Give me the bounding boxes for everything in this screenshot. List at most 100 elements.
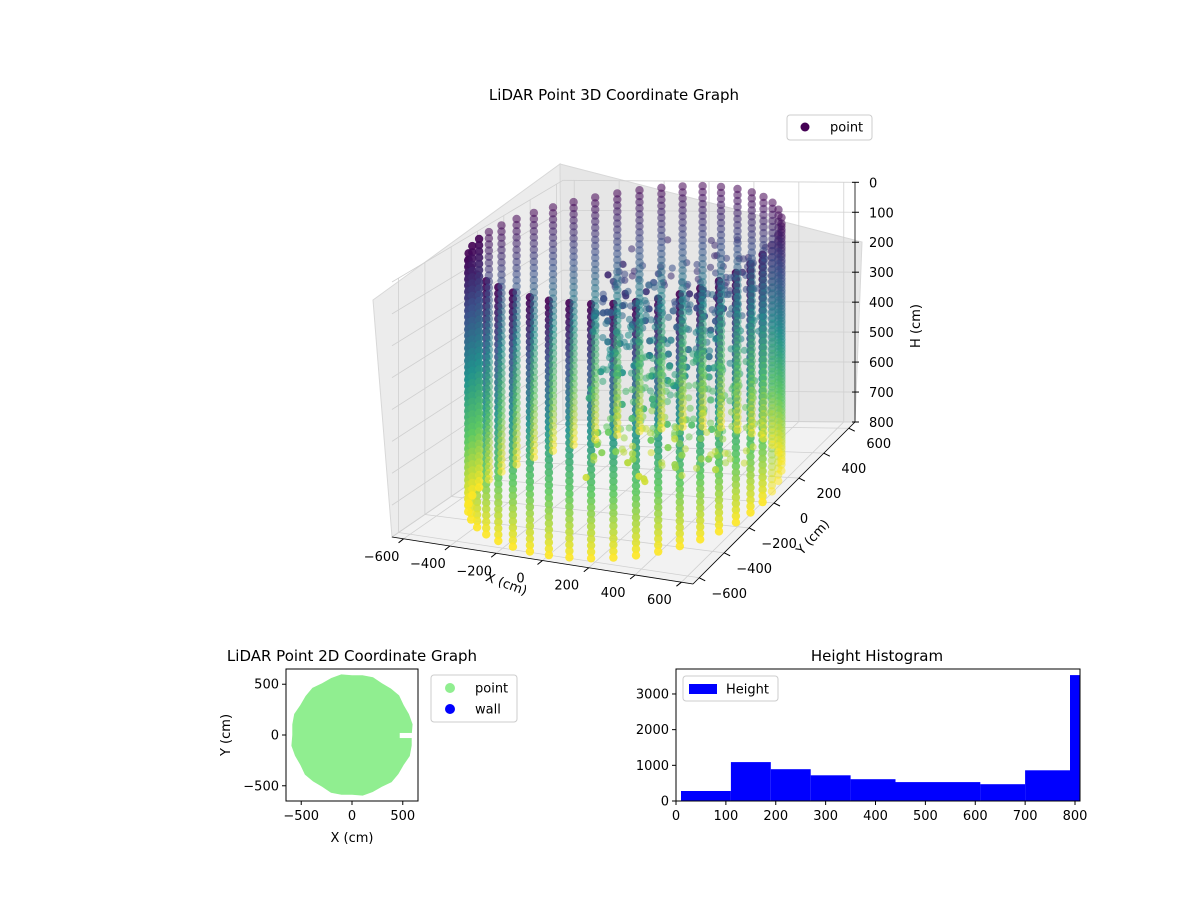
data-point: [548, 330, 558, 340]
data-point: [631, 538, 641, 547]
data-point: [716, 242, 726, 252]
data-point: [733, 419, 742, 428]
data-point: [678, 471, 686, 480]
data-point: [654, 490, 663, 499]
data-point: [529, 337, 539, 346]
data-point: [678, 236, 687, 245]
data-point: [548, 440, 558, 449]
data-point: [497, 406, 506, 415]
x-tick-label-hist: 700: [1013, 809, 1038, 824]
data-point: [635, 396, 644, 406]
data-point: [759, 241, 768, 250]
data-point: [565, 515, 574, 524]
data-point: [768, 295, 777, 304]
data-point: [657, 249, 666, 259]
x-tick-3d: [398, 538, 404, 544]
data-point: [716, 314, 726, 324]
data-point: [747, 350, 756, 360]
data-point: [565, 540, 574, 549]
data-point: [678, 356, 687, 365]
data-point: [759, 210, 768, 220]
data-point: [758, 442, 767, 451]
data-point: [727, 345, 735, 353]
data-point: [609, 509, 618, 518]
data-point: [759, 361, 768, 371]
data-point: [591, 217, 600, 226]
data-point: [591, 374, 600, 384]
data-point: [474, 253, 484, 262]
data-point: [586, 541, 596, 550]
data-point: [768, 283, 777, 292]
data-point: [548, 324, 558, 334]
legend-3d-marker: [800, 122, 810, 132]
data-point: [650, 401, 658, 409]
data-point: [676, 440, 684, 448]
data-point: [696, 529, 705, 538]
data-point: [678, 362, 687, 371]
data-point: [613, 412, 622, 421]
data-point: [733, 359, 742, 368]
data-point: [512, 411, 521, 420]
data-point: [529, 349, 539, 358]
data-point: [484, 469, 494, 478]
data-point: [548, 367, 558, 376]
data-point: [657, 213, 666, 223]
data-point: [675, 479, 684, 488]
data-point: [759, 385, 768, 395]
data-point: [768, 349, 777, 359]
data-point: [733, 311, 742, 320]
data-point: [642, 312, 650, 320]
data-point: [548, 312, 558, 321]
data-point: [657, 424, 666, 433]
data-point: [586, 554, 596, 563]
data-point: [569, 337, 578, 346]
data-point: [657, 261, 666, 271]
data-point: [631, 481, 641, 490]
data-point: [747, 290, 756, 299]
data-point: [698, 193, 707, 203]
data-point: [620, 338, 628, 346]
data-point: [768, 416, 777, 425]
data-point: [613, 201, 622, 210]
histogram-bar: [895, 782, 981, 801]
data-point: [733, 238, 742, 248]
y-tick-label-3d: −200: [761, 537, 797, 552]
data-point: [512, 454, 521, 463]
data-point: [497, 393, 506, 402]
data-point: [671, 371, 679, 379]
data-point: [468, 285, 477, 294]
data-point: [512, 423, 521, 432]
data-point: [635, 312, 644, 321]
data-point: [733, 401, 742, 410]
data-point: [657, 346, 666, 355]
data-point: [529, 269, 539, 279]
data-point: [468, 298, 477, 307]
data-point: [484, 363, 494, 373]
data-point: [759, 367, 768, 377]
data-point: [768, 265, 777, 274]
data-point: [464, 507, 473, 516]
data-point: [569, 234, 578, 243]
data-point: [508, 485, 518, 494]
data-point: [529, 416, 539, 425]
data-point: [586, 535, 596, 544]
data-point: [698, 332, 707, 341]
data-point: [484, 432, 494, 441]
data-point: [716, 381, 726, 390]
data-point: [609, 477, 618, 486]
data-point: [565, 483, 574, 492]
data-point: [529, 361, 539, 370]
data-point: [746, 483, 755, 492]
data-point: [497, 245, 506, 255]
data-point: [512, 441, 521, 451]
data-point: [569, 379, 578, 389]
data-point: [497, 381, 506, 390]
data-point: [605, 354, 614, 362]
data-point: [569, 440, 578, 449]
data-point: [548, 404, 558, 413]
data-point: [569, 294, 578, 304]
data-point: [767, 456, 777, 465]
data-point: [768, 428, 777, 437]
data-point: [565, 489, 574, 499]
data-point: [747, 200, 756, 209]
